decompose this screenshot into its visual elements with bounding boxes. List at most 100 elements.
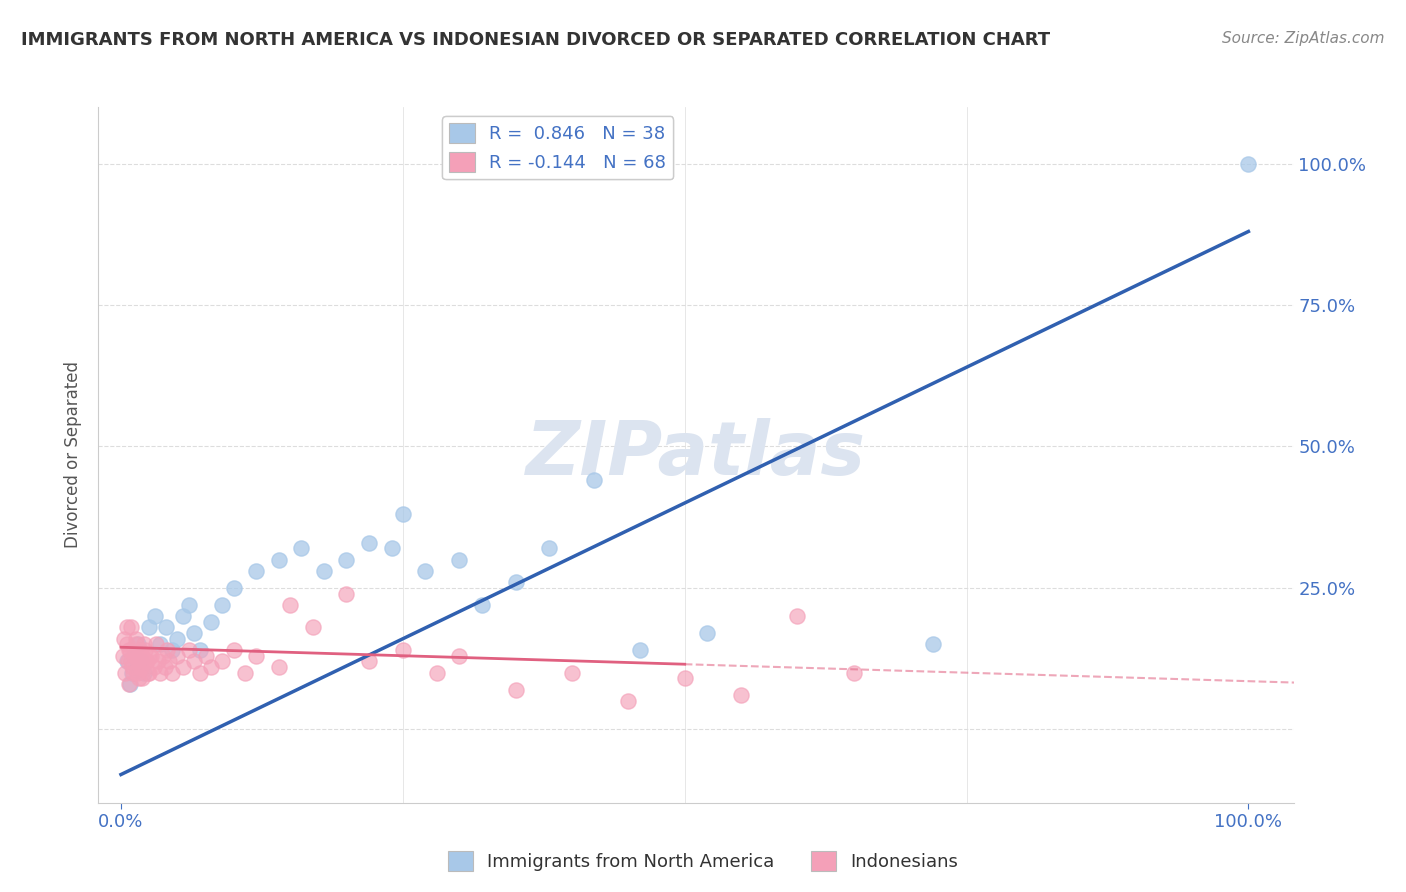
Point [177, 643, 200, 657]
Point [172, 609, 194, 624]
Point [172, 660, 194, 674]
Point [159, 654, 181, 668]
Point [121, 665, 143, 680]
Point [357, 535, 380, 549]
Point [211, 598, 233, 612]
Point [357, 654, 380, 668]
Point [112, 632, 135, 646]
Point [124, 637, 146, 651]
Point [628, 643, 651, 657]
Point [124, 632, 146, 646]
Point [380, 541, 402, 556]
Point [149, 637, 172, 651]
Point [211, 654, 233, 668]
Point [392, 508, 415, 522]
Point [160, 665, 183, 680]
Point [124, 648, 146, 663]
Point [145, 637, 167, 651]
Point [125, 665, 148, 680]
Point [129, 643, 152, 657]
Point [166, 632, 188, 646]
Point [136, 665, 159, 680]
Legend: Immigrants from North America, Indonesians: Immigrants from North America, Indonesia… [440, 844, 966, 879]
Point [194, 648, 217, 663]
Point [222, 643, 245, 657]
Point [200, 660, 222, 674]
Point [673, 671, 696, 685]
Point [138, 620, 160, 634]
Point [222, 581, 245, 595]
Point [129, 654, 152, 668]
Point [127, 648, 149, 663]
Point [118, 643, 141, 657]
Point [115, 654, 138, 668]
Point [188, 643, 211, 657]
Point [392, 643, 415, 657]
Point [842, 665, 865, 680]
Point [921, 637, 943, 651]
Point [143, 609, 166, 624]
Point [335, 552, 357, 566]
Point [471, 598, 494, 612]
Point [120, 654, 142, 668]
Point [134, 643, 156, 657]
Point [127, 637, 149, 651]
Point [138, 648, 160, 663]
Point [696, 626, 718, 640]
Y-axis label: Divorced or Separated: Divorced or Separated [65, 361, 83, 549]
Point [183, 654, 205, 668]
Point [131, 648, 153, 663]
Point [583, 474, 606, 488]
Point [301, 620, 323, 634]
Point [153, 660, 176, 674]
Point [245, 564, 267, 578]
Point [135, 654, 157, 668]
Point [131, 671, 153, 685]
Point [129, 660, 152, 674]
Point [177, 598, 200, 612]
Point [505, 682, 527, 697]
Point [449, 648, 471, 663]
Point [267, 552, 290, 566]
Point [730, 689, 752, 703]
Point [118, 677, 141, 691]
Point [127, 654, 149, 668]
Point [617, 694, 640, 708]
Point [166, 648, 188, 663]
Legend: R =  0.846   N = 38, R = -0.144   N = 68: R = 0.846 N = 38, R = -0.144 N = 68 [441, 116, 673, 179]
Point [152, 648, 174, 663]
Point [120, 620, 142, 634]
Point [141, 648, 163, 663]
Point [156, 643, 179, 657]
Point [505, 575, 527, 590]
Point [149, 665, 172, 680]
Point [415, 564, 437, 578]
Point [112, 648, 135, 663]
Point [786, 609, 808, 624]
Point [267, 660, 290, 674]
Point [128, 671, 150, 685]
Point [335, 586, 357, 600]
Point [426, 665, 449, 680]
Point [183, 626, 205, 640]
Point [132, 665, 155, 680]
Point [135, 654, 157, 668]
Point [200, 615, 222, 629]
Point [142, 660, 165, 674]
Point [115, 620, 138, 634]
Point [132, 637, 155, 651]
Point [115, 637, 138, 651]
Point [160, 643, 183, 657]
Point [312, 564, 335, 578]
Point [124, 648, 146, 663]
Point [278, 598, 301, 612]
Point [138, 665, 160, 680]
Point [155, 620, 177, 634]
Text: IMMIGRANTS FROM NORTH AMERICA VS INDONESIAN DIVORCED OR SEPARATED CORRELATION CH: IMMIGRANTS FROM NORTH AMERICA VS INDONES… [21, 31, 1050, 49]
Point [148, 654, 170, 668]
Point [1237, 156, 1260, 170]
Point [118, 677, 141, 691]
Point [449, 552, 471, 566]
Point [538, 541, 561, 556]
Point [188, 665, 211, 680]
